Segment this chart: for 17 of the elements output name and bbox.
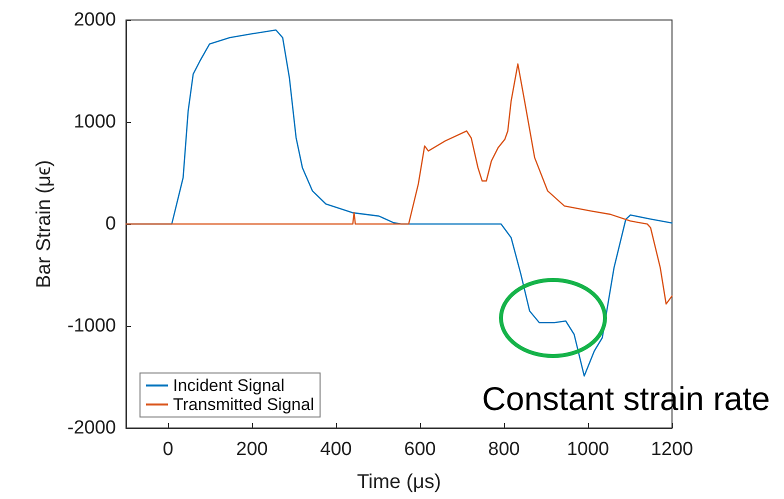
- y-tick-label: 0: [105, 214, 116, 234]
- x-tick-label: 800: [488, 439, 520, 460]
- y-tick-label: 2000: [74, 10, 116, 30]
- x-tick-label: 200: [236, 439, 268, 460]
- legend-label: Transmitted Signal: [173, 395, 314, 414]
- x-tick-label: 0: [162, 439, 174, 460]
- x-tick-label: 600: [404, 439, 436, 460]
- y-axis-title: Bar Strain (μϵ): [33, 160, 55, 288]
- x-axis-title: Time (μs): [356, 471, 442, 493]
- x-tick-label: 1000: [566, 439, 610, 460]
- y-tick-label: -2000: [67, 418, 116, 438]
- x-tick-label: 1200: [650, 439, 694, 460]
- y-tick-label: -1000: [67, 316, 116, 336]
- legend-label: Incident Signal: [173, 376, 285, 395]
- x-tick-label: 400: [320, 439, 352, 460]
- y-tick-label: 1000: [74, 112, 116, 132]
- line-series: [125, 63, 673, 305]
